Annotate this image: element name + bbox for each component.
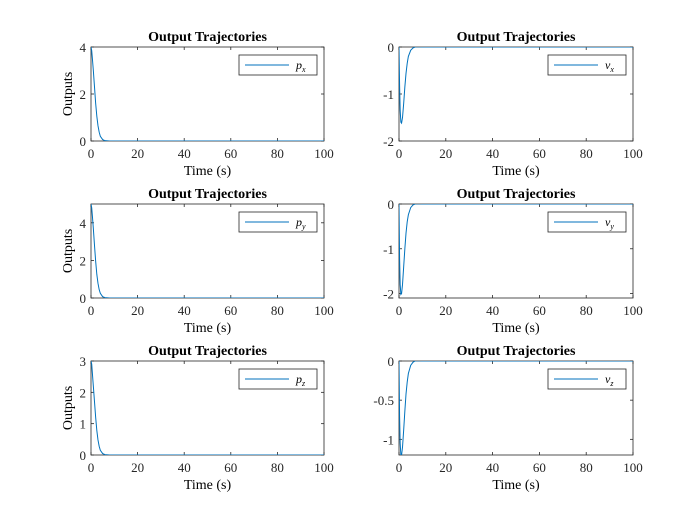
y-tick-label: 0 <box>80 448 87 463</box>
x-tick-label: 0 <box>396 303 403 318</box>
x-tick-label: 40 <box>178 460 191 475</box>
y-tick-label: -1 <box>383 432 394 447</box>
legend: vz <box>547 368 627 390</box>
x-tick-label: 20 <box>439 303 452 318</box>
x-tick-label: 0 <box>396 460 403 475</box>
subplot-2: 0 20 40 60 80 100 -2 -1 0 Output Trajectories Time… <box>383 30 643 179</box>
legend: vy <box>547 211 627 233</box>
x-tick-label: 100 <box>314 146 334 161</box>
series-line-v-z <box>399 361 633 455</box>
x-tick-label: 60 <box>533 460 546 475</box>
legend: vx <box>547 54 627 76</box>
subplot-4: 0 20 40 60 80 100 -2 -1 0 Output Trajectories Time… <box>383 187 643 336</box>
subplot-6: 0 20 40 60 80 100 -1 -0.5 0 Output Trajectories Ti… <box>373 344 642 493</box>
x-axis-label: Time (s) <box>492 478 540 493</box>
y-tick-label: -1 <box>383 242 394 257</box>
y-axis-label: Outputs <box>61 229 76 273</box>
y-tick-label: 2 <box>80 253 87 268</box>
x-tick-label: 60 <box>224 146 237 161</box>
x-tick-label: 20 <box>131 460 144 475</box>
x-axis-label: Time (s) <box>492 321 540 336</box>
x-tick-label: 80 <box>580 303 593 318</box>
y-tick-label: 1 <box>80 417 87 432</box>
y-tick-label: 0 <box>388 40 395 55</box>
legend: px <box>238 54 318 76</box>
x-tick-label: 0 <box>88 303 95 318</box>
y-tick-label: 3 <box>80 354 87 369</box>
x-tick-label: 40 <box>486 460 499 475</box>
x-axis-label: Time (s) <box>184 478 232 493</box>
subplot-5: 0 20 40 60 80 100 0 1 2 3 Output Trajectories Time … <box>61 344 334 493</box>
legend-entry: px <box>295 58 306 74</box>
legend-entry: vy <box>605 215 614 231</box>
plot-title: Output Trajectories <box>148 344 267 359</box>
series-line-p-x <box>91 47 324 141</box>
y-tick-label: 0 <box>388 354 395 369</box>
x-tick-label: 80 <box>580 146 593 161</box>
y-tick-label: 0 <box>388 197 395 212</box>
x-tick-label: 60 <box>533 303 546 318</box>
x-tick-label: 40 <box>486 303 499 318</box>
legend: pz <box>238 368 318 390</box>
x-tick-label: 60 <box>224 460 237 475</box>
y-tick-label: 4 <box>80 40 87 55</box>
subplot-1: 0 20 40 60 80 100 0 2 4 Output Trajectories Time (… <box>61 30 334 179</box>
series-line-p-y <box>91 204 324 298</box>
plot-title: Output Trajectories <box>148 187 267 202</box>
x-tick-label: 100 <box>314 460 334 475</box>
x-tick-label: 40 <box>486 146 499 161</box>
x-tick-label: 60 <box>533 146 546 161</box>
y-tick-label: -1 <box>383 87 394 102</box>
y-tick-label: 0 <box>80 291 87 306</box>
y-tick-label: 2 <box>80 87 87 102</box>
y-axis-label: Outputs <box>61 386 76 430</box>
y-tick-label: 2 <box>80 385 87 400</box>
legend-entry: vz <box>605 372 614 388</box>
x-tick-label: 0 <box>88 146 95 161</box>
x-tick-label: 60 <box>224 303 237 318</box>
x-axis-label: Time (s) <box>184 164 232 179</box>
y-tick-label: 0 <box>80 134 87 149</box>
y-axis-label: Outputs <box>61 72 76 116</box>
x-tick-label: 80 <box>271 460 284 475</box>
x-tick-label: 100 <box>314 303 334 318</box>
legend-entry: pz <box>295 372 306 388</box>
x-tick-label: 40 <box>178 146 191 161</box>
x-tick-label: 20 <box>439 146 452 161</box>
x-tick-label: 100 <box>623 303 643 318</box>
legend-entry: py <box>295 215 306 231</box>
x-tick-label: 100 <box>623 460 643 475</box>
x-tick-label: 20 <box>439 460 452 475</box>
series-line-v-x <box>399 47 633 125</box>
plot-title: Output Trajectories <box>457 30 576 45</box>
x-tick-label: 0 <box>396 146 403 161</box>
x-tick-label: 80 <box>271 146 284 161</box>
x-tick-label: 80 <box>580 460 593 475</box>
plot-title: Output Trajectories <box>148 30 267 45</box>
series-line-p-z <box>91 361 324 455</box>
y-tick-label: -2 <box>383 287 394 302</box>
x-axis-label: Time (s) <box>184 321 232 336</box>
x-tick-label: 0 <box>88 460 95 475</box>
series-line-v-y <box>399 204 633 296</box>
legend-entry: vx <box>605 58 614 74</box>
subplot-3: 0 20 40 60 80 100 0 2 4 Output Trajectories Time (… <box>61 187 334 336</box>
x-tick-label: 20 <box>131 303 144 318</box>
y-tick-label: -0.5 <box>373 393 394 408</box>
plot-title: Output Trajectories <box>457 187 576 202</box>
legend: py <box>238 211 318 233</box>
x-tick-label: 80 <box>271 303 284 318</box>
plot-title: Output Trajectories <box>457 344 576 359</box>
x-tick-label: 40 <box>178 303 191 318</box>
x-tick-label: 20 <box>131 146 144 161</box>
x-tick-label: 100 <box>623 146 643 161</box>
x-axis-label: Time (s) <box>492 164 540 179</box>
y-tick-label: -2 <box>383 134 394 149</box>
y-tick-label: 4 <box>80 216 87 231</box>
